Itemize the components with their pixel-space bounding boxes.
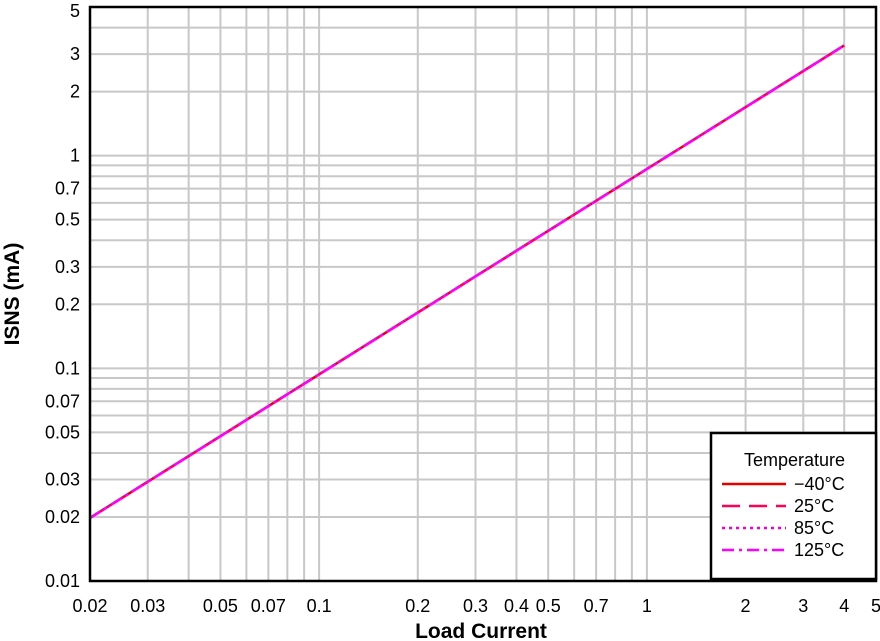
x-tick-label: 0.07 xyxy=(251,596,286,616)
legend-label: 125°C xyxy=(794,540,844,560)
y-tick-label: 0.05 xyxy=(45,422,80,442)
x-tick-label: 0.7 xyxy=(584,596,609,616)
y-tick-label: 0.2 xyxy=(55,294,80,314)
legend-title: Temperature xyxy=(744,450,845,470)
y-tick-label: 0.5 xyxy=(55,210,80,230)
x-axis-title: Load Current xyxy=(415,620,547,641)
x-tick-label: 0.05 xyxy=(203,596,238,616)
series-line xyxy=(89,44,845,519)
legend-label: 25°C xyxy=(794,496,834,516)
y-axis-title: ISNS (mA) xyxy=(1,243,24,346)
legend-label: 85°C xyxy=(794,518,834,538)
x-tick-label: 0.4 xyxy=(504,596,529,616)
x-tick-label: 0.1 xyxy=(307,596,332,616)
y-tick-label: 0.07 xyxy=(45,391,80,411)
plot-frame xyxy=(88,5,878,583)
x-tick-label: 0.02 xyxy=(72,596,107,616)
series-line xyxy=(89,44,845,519)
y-tick-label: 0.01 xyxy=(45,571,80,591)
y-tick-label: 0.1 xyxy=(55,358,80,378)
y-tick-label: 0.7 xyxy=(55,179,80,199)
x-tick-label: 5 xyxy=(871,596,880,616)
x-tick-labels: 0.02 0.03 0.05 0.07 0.1 0.2 0.3 0.4 0.5 0.7 1 2 3 4 5 xyxy=(72,596,880,616)
y-tick-label: 1 xyxy=(70,146,80,166)
y-tick-label: 2 xyxy=(70,82,80,102)
legend-label: −40°C xyxy=(794,474,845,494)
x-tick-label: 3 xyxy=(798,596,808,616)
x-tick-label: 0.3 xyxy=(463,596,488,616)
x-tick-label: 4 xyxy=(839,596,849,616)
y-tick-label: 0.03 xyxy=(45,470,80,490)
x-tick-label: 0.5 xyxy=(536,596,561,616)
y-tick-label: 3 xyxy=(70,44,80,64)
y-tick-label: 0.3 xyxy=(55,257,80,277)
y-tick-label: 0.02 xyxy=(45,507,80,527)
x-tick-label: 0.2 xyxy=(405,596,430,616)
x-tick-label: 1 xyxy=(642,596,652,616)
y-tick-label: 5 xyxy=(70,1,80,21)
y-tick-labels: 0.01 0.02 0.03 0.05 0.07 0.1 0.2 0.3 0.5 0.7 1 2 3 5 xyxy=(45,1,80,591)
series-group xyxy=(89,44,845,519)
x-tick-label: 0.03 xyxy=(130,596,165,616)
x-tick-label: 2 xyxy=(741,596,751,616)
